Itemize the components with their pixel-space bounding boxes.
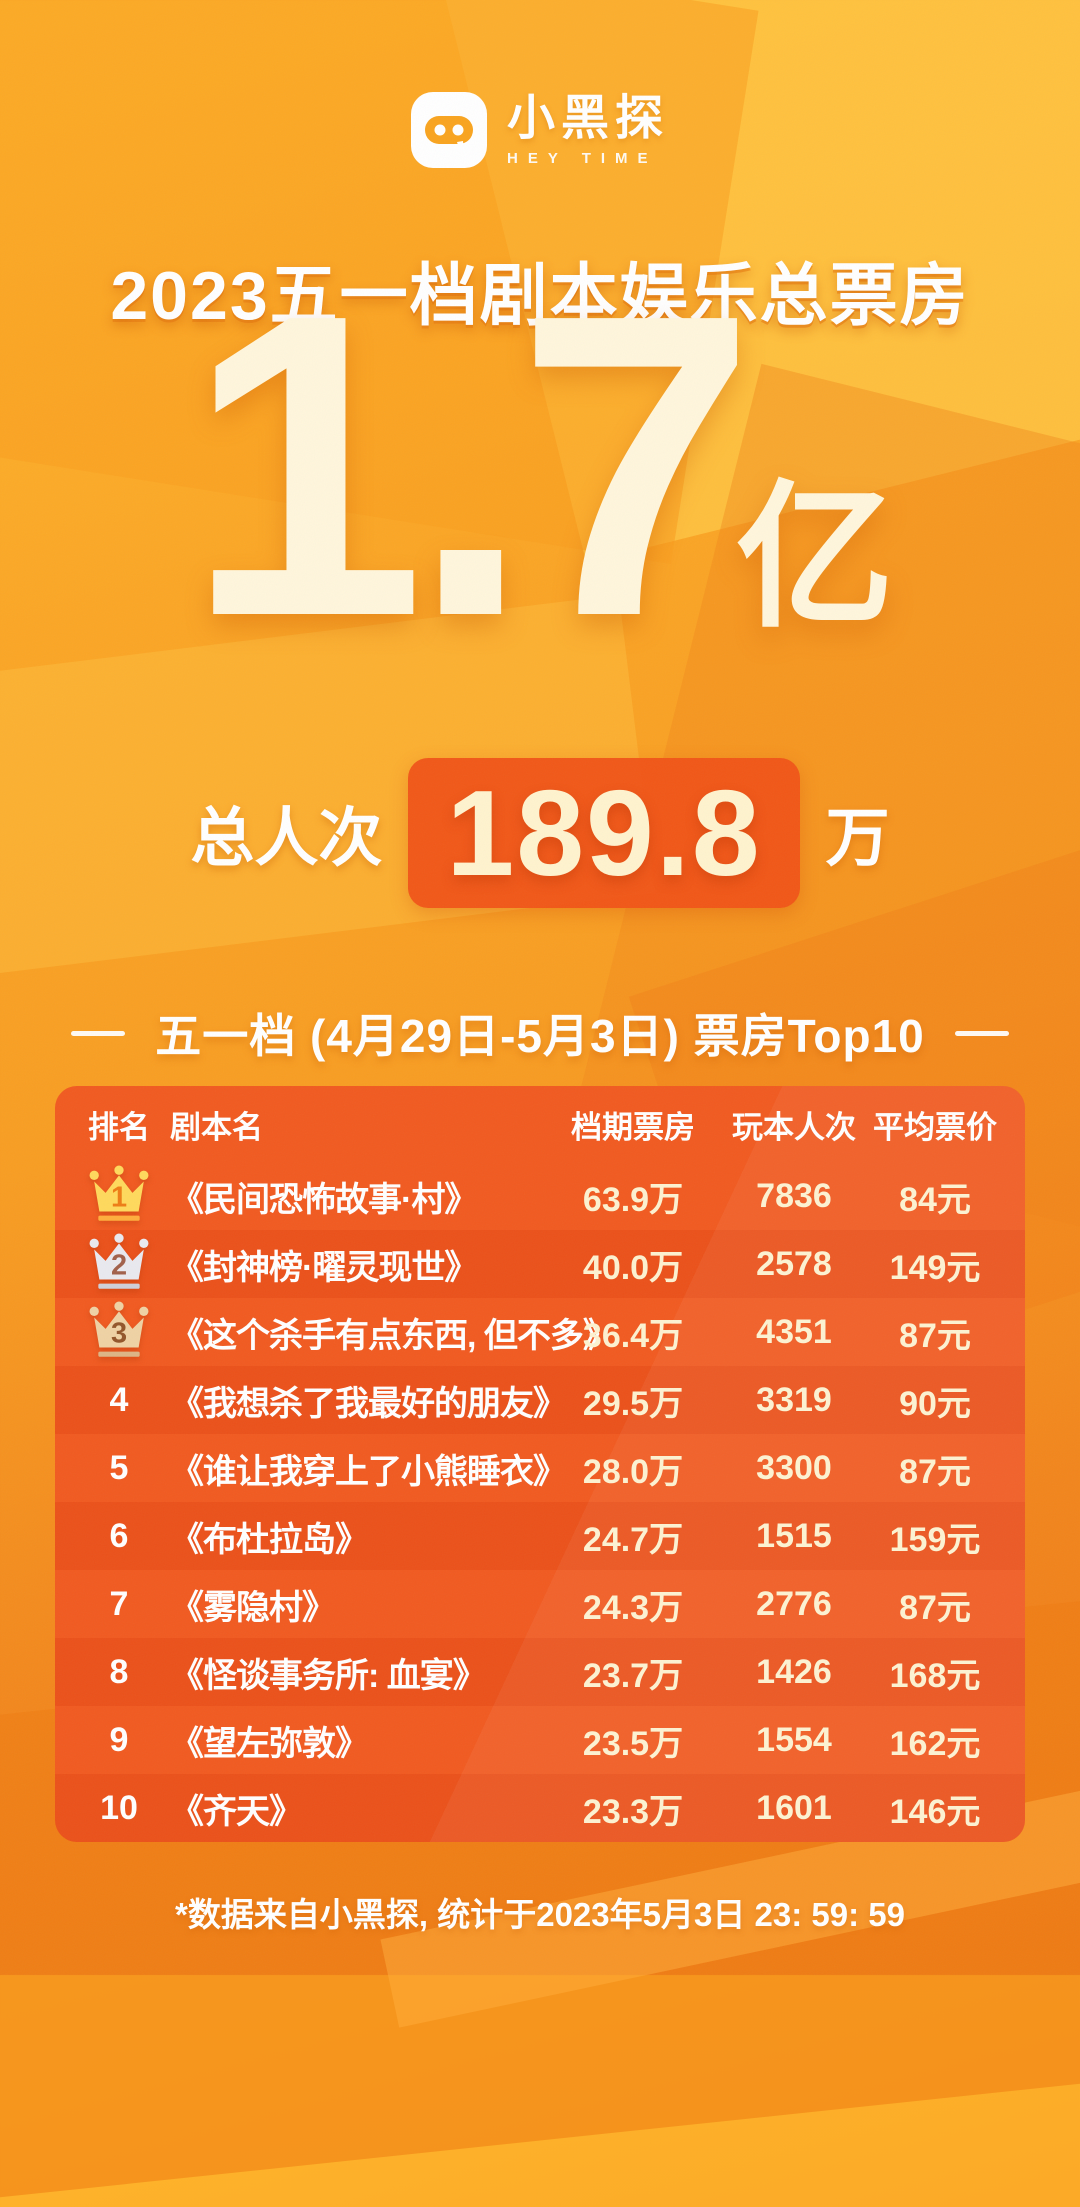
table-row: 6 6 《布杜拉岛》 24.7万 1515 159元 xyxy=(55,1502,1025,1570)
col-header-rank: 排名 xyxy=(88,1109,150,1145)
rank-number: 1 xyxy=(111,1181,127,1213)
table-row: 1 1 《民间恐怖故事·村》 63.9万 7836 84元 xyxy=(55,1162,1025,1230)
box-office-value: 29.5万 xyxy=(582,1384,684,1423)
rank-badge: 1 1 xyxy=(80,1162,158,1230)
total-box-office-unit: 亿 xyxy=(735,469,894,646)
script-name: 《民间恐怖故事·村》 xyxy=(170,1180,478,1219)
visitors-unit: 万 xyxy=(825,802,890,874)
crown-icon: 2 xyxy=(89,1233,149,1289)
rank-badge: 5 5 xyxy=(80,1434,158,1502)
avg-price-value: 84元 xyxy=(899,1180,971,1219)
players-value: 3319 xyxy=(756,1380,832,1419)
avg-price-value: 162元 xyxy=(889,1724,981,1763)
rank-badge: 8 8 xyxy=(80,1638,158,1706)
table-row: 8 8 《怪谈事务所: 血宴》 23.7万 1426 168元 xyxy=(55,1638,1025,1706)
rank-number: 2 xyxy=(111,1249,127,1281)
rank-number: 5 xyxy=(109,1448,129,1487)
avg-price-value: 146元 xyxy=(889,1792,981,1831)
avg-price-value: 149元 xyxy=(889,1248,981,1287)
script-name: 《封神榜·曜灵现世》 xyxy=(170,1248,478,1287)
table-body: 1 1 《民间恐怖故事·村》 63.9万 7836 84元 2 2 《封神榜·曜… xyxy=(55,1162,1025,1842)
script-name: 《这个杀手有点东西, 但不多》 xyxy=(170,1316,617,1355)
table-row: 9 9 《望左弥敦》 23.5万 1554 162元 xyxy=(55,1706,1025,1774)
rank-badge: 7 7 xyxy=(80,1570,158,1638)
script-name: 《齐天》 xyxy=(170,1792,303,1831)
rank-number: 10 xyxy=(100,1788,138,1827)
box-office-value: 28.0万 xyxy=(582,1452,684,1491)
rank-badge: 2 2 xyxy=(80,1230,158,1298)
left-dash xyxy=(71,1030,126,1036)
players-value: 1515 xyxy=(756,1516,832,1555)
rank-badge: 9 9 xyxy=(80,1706,158,1774)
visitors-label: 总人次 xyxy=(190,802,383,874)
avg-price-value: 90元 xyxy=(899,1384,971,1423)
players-value: 2776 xyxy=(756,1584,832,1623)
rank-number: 9 xyxy=(109,1720,129,1759)
top10-table: 排名 剧本名 档期票房 玩本人次 平均票价 1 1 《民间恐怖故事·村》 63.… xyxy=(55,1086,1025,1842)
table-header-row: 排名 剧本名 档期票房 玩本人次 平均票价 xyxy=(55,1086,1025,1162)
section-heading-text: 五一档 (4月29日-5月3日) 票房Top10 xyxy=(155,1010,925,1062)
visitors-value-box: 189.8 xyxy=(408,758,800,908)
box-office-value: 24.3万 xyxy=(582,1588,684,1627)
table-row: 5 5 《谁让我穿上了小熊睡衣》 28.0万 3300 87元 xyxy=(55,1434,1025,1502)
rank-number: 7 xyxy=(109,1584,129,1623)
players-value: 2578 xyxy=(756,1244,832,1283)
rank-number: 4 xyxy=(109,1380,129,1419)
script-name: 《雾隐村》 xyxy=(170,1588,336,1627)
brand-text: 小黑探 HEY TIME xyxy=(506,92,669,167)
table-row: 2 2 《封神榜·曜灵现世》 40.0万 2578 149元 xyxy=(55,1230,1025,1298)
box-office-value: 63.9万 xyxy=(582,1180,684,1219)
players-value: 1426 xyxy=(756,1652,832,1691)
table-row: 3 3 《这个杀手有点东西, 但不多》 36.4万 4351 87元 xyxy=(55,1298,1025,1366)
section-heading: 五一档 (4月29日-5月3日) 票房Top10 xyxy=(0,1000,1080,1066)
visitors-value: 189.8 xyxy=(446,765,762,901)
brand-name: 小黑探 xyxy=(506,92,669,146)
rank-badge: 4 4 xyxy=(80,1366,158,1434)
col-header-players: 玩本人次 xyxy=(732,1109,856,1145)
players-value: 7836 xyxy=(756,1176,832,1215)
right-dash xyxy=(954,1030,1009,1036)
avg-price-value: 87元 xyxy=(899,1452,971,1491)
table-row: 7 7 《雾隐村》 24.3万 2776 87元 xyxy=(55,1570,1025,1638)
players-value: 3300 xyxy=(756,1448,832,1487)
players-value: 1601 xyxy=(756,1788,832,1827)
data-source-note: *数据来自小黑探, 统计于2023年5月3日 23: 59: 59 xyxy=(175,1896,905,1933)
rank-badge: 3 3 xyxy=(80,1298,158,1366)
total-box-office: 1.7 亿 xyxy=(0,226,1080,706)
col-header-avg-price: 平均票价 xyxy=(873,1109,997,1145)
box-office-value: 36.4万 xyxy=(582,1316,684,1355)
rank-badge: 6 6 xyxy=(80,1502,158,1570)
script-name: 《布杜拉岛》 xyxy=(170,1520,369,1559)
heytime-robot-icon xyxy=(410,92,487,168)
col-header-name: 剧本名 xyxy=(170,1109,263,1145)
players-value: 4351 xyxy=(756,1312,832,1351)
rank-number: 8 xyxy=(109,1652,129,1691)
script-name: 《怪谈事务所: 血宴》 xyxy=(170,1656,487,1695)
rank-badge: 10 10 xyxy=(80,1774,158,1842)
col-header-box-office: 档期票房 xyxy=(571,1109,695,1145)
box-office-value: 23.3万 xyxy=(582,1792,684,1831)
brand-subtitle: HEY TIME xyxy=(506,149,658,167)
total-box-office-value: 1.7 xyxy=(186,226,756,706)
avg-price-value: 87元 xyxy=(899,1316,971,1355)
script-name: 《我想杀了我最好的朋友》 xyxy=(170,1384,567,1423)
crown-icon: 3 xyxy=(89,1301,149,1357)
rank-number: 6 xyxy=(109,1516,129,1555)
avg-price-value: 168元 xyxy=(889,1656,981,1695)
box-office-value: 40.0万 xyxy=(582,1248,684,1287)
brand-logo: 小黑探 HEY TIME xyxy=(0,92,1080,168)
table-row: 10 10 《齐天》 23.3万 1601 146元 xyxy=(55,1774,1025,1842)
box-office-value: 23.7万 xyxy=(582,1656,684,1695)
avg-price-value: 87元 xyxy=(899,1588,971,1627)
table-row: 4 4 《我想杀了我最好的朋友》 29.5万 3319 90元 xyxy=(55,1366,1025,1434)
box-office-value: 24.7万 xyxy=(582,1520,684,1559)
players-value: 1554 xyxy=(756,1720,832,1759)
avg-price-value: 159元 xyxy=(889,1520,981,1559)
box-office-value: 23.5万 xyxy=(582,1724,684,1763)
total-visitors: 总人次 189.8 万 xyxy=(0,758,1080,908)
crown-icon: 1 xyxy=(89,1165,149,1221)
rank-number: 3 xyxy=(111,1317,127,1349)
script-name: 《望左弥敦》 xyxy=(170,1724,369,1763)
script-name: 《谁让我穿上了小熊睡衣》 xyxy=(170,1452,567,1491)
